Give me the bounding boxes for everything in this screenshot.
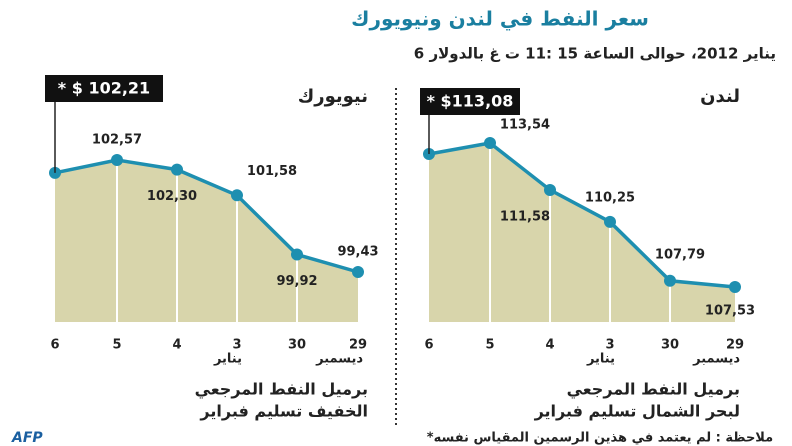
x-sublabel: يناير <box>586 352 615 367</box>
value-label: 107,79 <box>655 247 705 262</box>
area <box>55 160 358 322</box>
x-sublabel: يناير <box>213 352 242 367</box>
subtitle: 6 يناير 2012، حوالى الساعة 15 :11 ت غ با… <box>414 45 776 63</box>
area <box>429 143 735 322</box>
point <box>544 183 556 196</box>
x-tick-label: 29 <box>349 338 367 353</box>
value-label: 110,25 <box>585 190 635 205</box>
x-tick-label: 5 <box>485 338 494 353</box>
value-label: * $113,08 <box>427 92 514 111</box>
line <box>54 158 359 274</box>
callout-box <box>45 75 163 102</box>
value-label: * $ 102,21 <box>58 79 150 98</box>
x-tick-label: 6 <box>50 338 59 353</box>
point <box>664 274 676 287</box>
x-tick-label: 6 <box>424 338 433 353</box>
value-label: 99,92 <box>276 274 317 289</box>
point <box>291 248 303 261</box>
x-tick-label: 3 <box>232 338 241 353</box>
callout-box <box>420 88 520 115</box>
point <box>231 189 243 202</box>
x-tick-label: 30 <box>288 338 306 353</box>
caption: برميل النفط المرجعي <box>567 380 740 400</box>
caption: الخفيف تسليم فبراير <box>199 402 368 421</box>
point <box>352 266 364 278</box>
point <box>171 163 183 176</box>
x-sublabel: ديسمبر <box>692 352 740 367</box>
value-label: 107,53 <box>705 304 755 319</box>
x-tick-label: 30 <box>661 338 679 353</box>
caption: برميل النفط المرجعي <box>195 380 368 400</box>
x-tick-label: 29 <box>726 338 744 353</box>
value-label: 102,30 <box>147 189 197 204</box>
value-label: 99,43 <box>337 245 378 260</box>
point <box>729 281 741 293</box>
value-label: 101,58 <box>247 164 297 179</box>
point <box>111 154 123 166</box>
note: *ملاحظة : لم يعتمد في هذين الرسمين المقي… <box>427 431 773 446</box>
chart-title: لندن <box>700 86 740 107</box>
title: سعر النفط في لندن ونيويورك <box>351 7 649 32</box>
point <box>484 137 496 149</box>
x-tick-label: 4 <box>545 338 554 353</box>
x-sublabel: ديسمبر <box>315 352 363 367</box>
value-label: 111,58 <box>500 209 550 224</box>
x-tick-label: 5 <box>112 338 121 353</box>
x-tick-label: 4 <box>172 338 181 353</box>
line <box>428 141 736 289</box>
value-label: 102,57 <box>92 133 142 148</box>
caption: لبحر الشمال تسليم فبراير <box>534 402 740 421</box>
point <box>604 215 616 228</box>
source-logo: AFP <box>11 430 43 446</box>
value-label: 113,54 <box>500 118 550 133</box>
chart-title: نيويورك <box>298 86 368 107</box>
x-tick-label: 3 <box>605 338 614 353</box>
